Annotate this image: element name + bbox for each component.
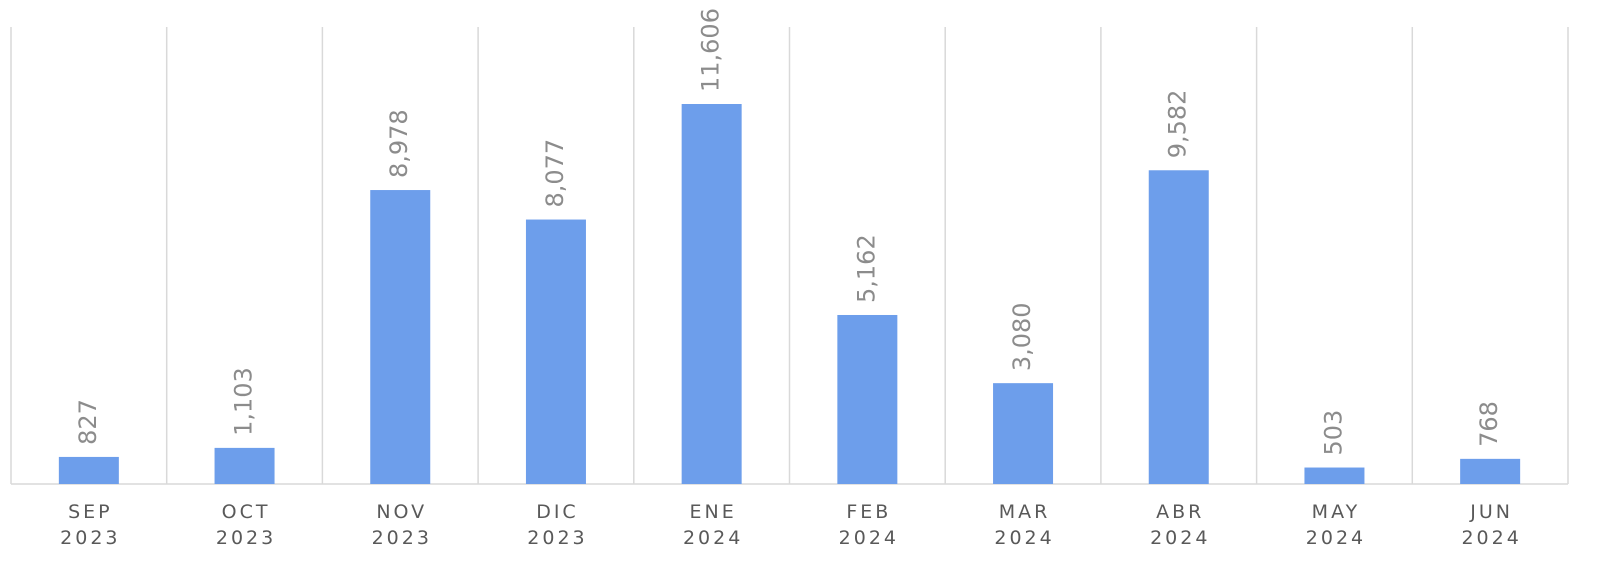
- data-label: 8,077: [541, 139, 569, 208]
- x-tick-label: 2024: [1150, 527, 1210, 549]
- x-tick-label: 2024: [1461, 527, 1521, 549]
- x-tick-label: 2023: [60, 527, 120, 549]
- bar: [1460, 458, 1521, 484]
- data-label: 5,162: [852, 234, 880, 303]
- bar: [370, 190, 431, 484]
- bar: [1304, 467, 1365, 484]
- bar: [525, 219, 586, 484]
- x-tick-label: 2023: [216, 527, 276, 549]
- bar: [681, 104, 742, 484]
- x-tick-label: 2023: [527, 527, 587, 549]
- bar: [837, 314, 898, 484]
- x-tick-label: FEB: [846, 501, 891, 523]
- x-tick-label: 2024: [994, 527, 1054, 549]
- data-label: 503: [1319, 410, 1347, 456]
- x-tick-label: JUN: [1469, 501, 1513, 523]
- data-label: 1,103: [230, 367, 258, 436]
- x-tick-label: MAR: [999, 501, 1051, 523]
- data-label: 827: [74, 399, 102, 445]
- x-tick-label: 2023: [372, 527, 432, 549]
- data-label: 9,582: [1164, 90, 1192, 159]
- x-tick-label: ABR: [1156, 501, 1204, 523]
- data-label: 3,080: [1008, 302, 1036, 371]
- x-tick-label: NOV: [376, 501, 427, 523]
- data-label: 11,606: [697, 8, 725, 92]
- x-tick-label: OCT: [222, 501, 271, 523]
- data-label: 8,978: [385, 109, 413, 178]
- x-tick-label: 2024: [839, 527, 899, 549]
- bar: [1148, 170, 1209, 484]
- data-label: 768: [1475, 401, 1503, 447]
- x-tick-label: ENE: [690, 501, 737, 523]
- bar: [58, 456, 119, 484]
- x-tick-label: MAY: [1312, 501, 1361, 523]
- x-tick-label: DIC: [536, 501, 579, 523]
- bar: [993, 383, 1054, 484]
- x-tick-label: 2024: [1306, 527, 1366, 549]
- x-tick-label: 2024: [683, 527, 743, 549]
- x-tick-label: SEP: [68, 501, 113, 523]
- bar: [214, 447, 275, 484]
